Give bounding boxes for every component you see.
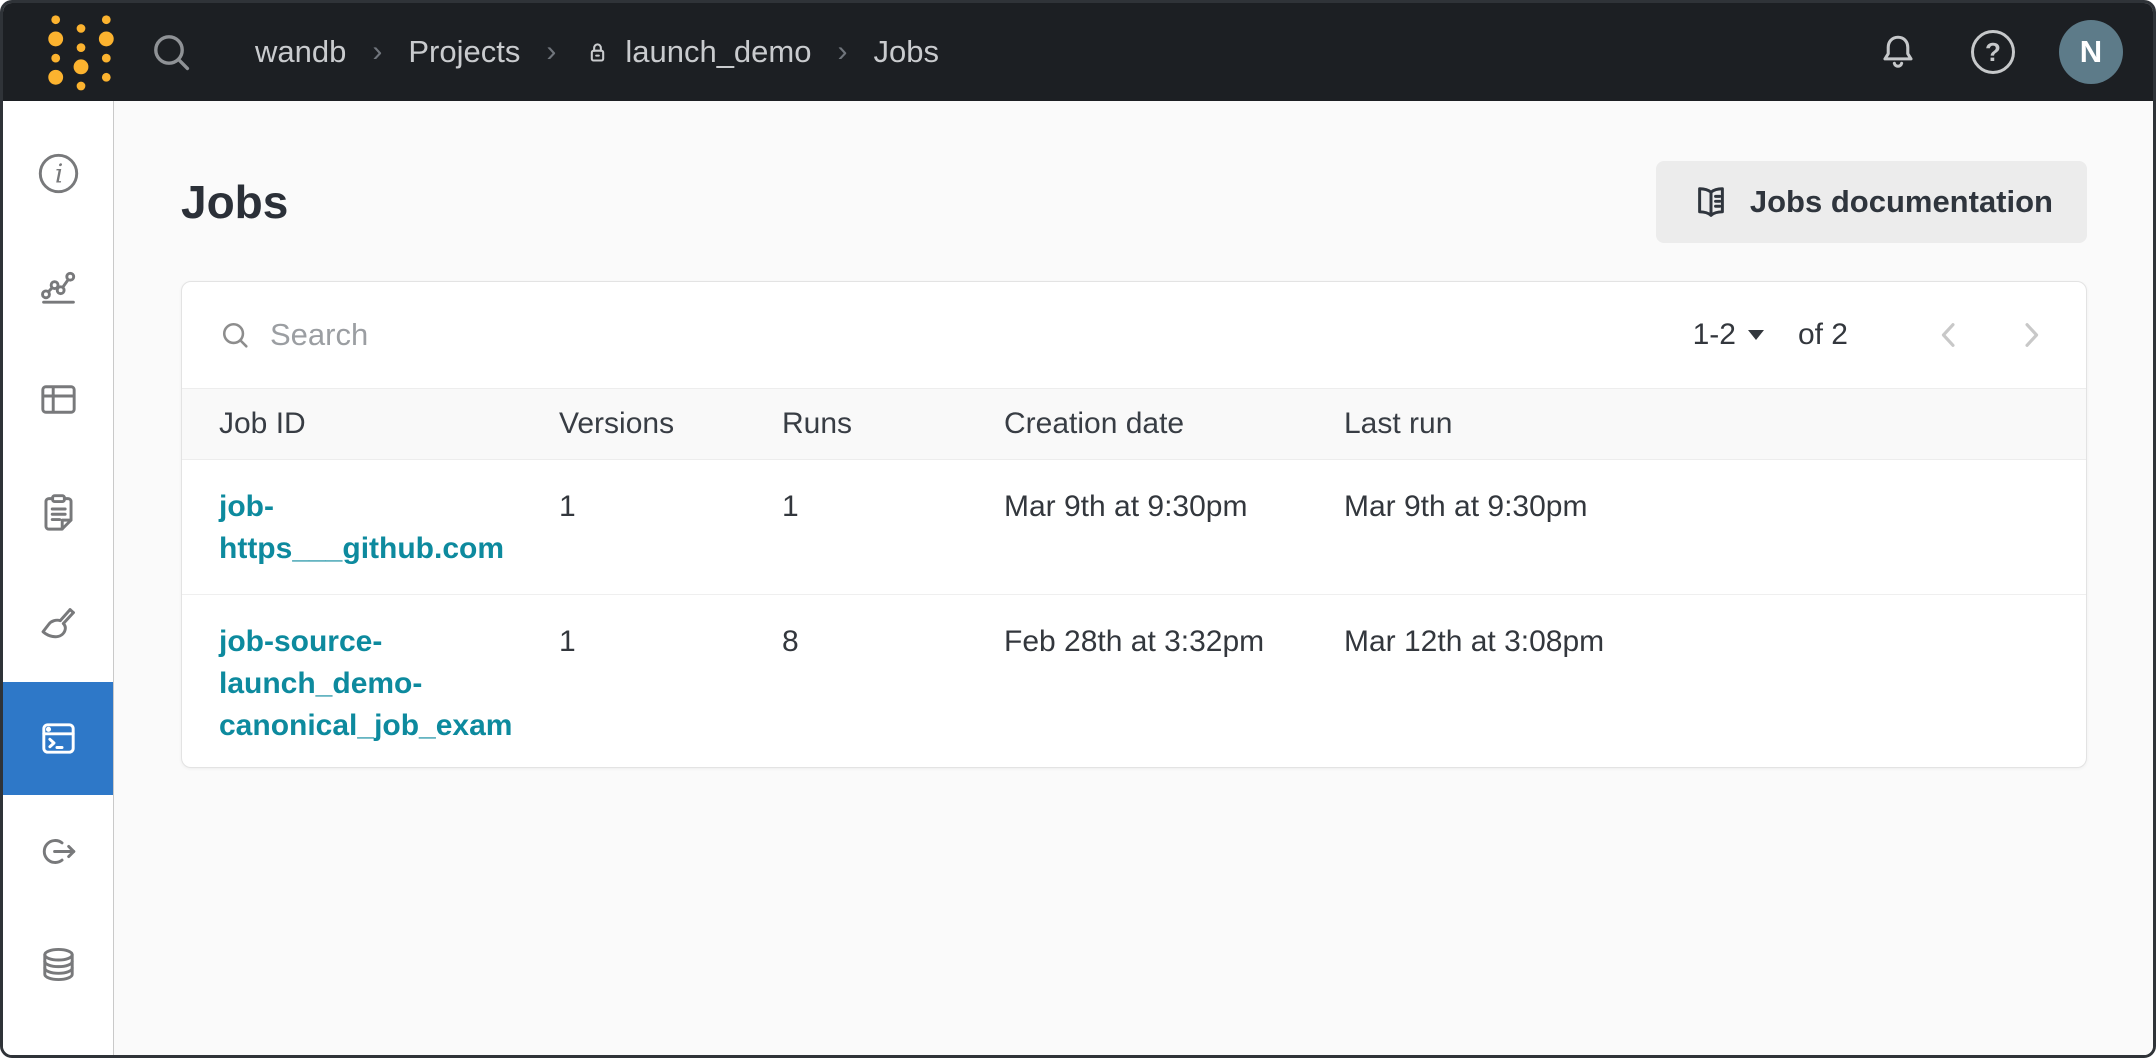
versions-cell: 1 [559, 490, 576, 523]
page-header: Jobs Jobs documentation [181, 161, 2087, 243]
column-header-runs[interactable]: Runs [782, 407, 853, 440]
sidebar-item-launch[interactable] [3, 795, 113, 908]
pagination-range-label: 1-2 [1692, 318, 1736, 351]
creation-date-cell: Feb 28th at 3:32pm [1004, 625, 1265, 658]
topbar-actions: ? N [1875, 20, 2123, 84]
caret-down-icon [1747, 330, 1764, 340]
clipboard-report-icon [43, 494, 73, 531]
breadcrumb-separator: › [546, 35, 557, 68]
help-glyph: ? [1985, 36, 2001, 67]
previous-page-button[interactable] [1930, 316, 1968, 354]
help-icon[interactable]: ? [1971, 30, 2015, 74]
breadcrumb-entity-label: wandb [255, 34, 347, 69]
breadcrumb-projects[interactable]: Projects [408, 34, 520, 70]
jobs-page: Jobs Jobs documentation [114, 101, 2153, 1055]
table-row: job-https___github.com 1 1 Mar 9th at 9:… [182, 460, 2086, 595]
pagination-range-dropdown[interactable]: 1-2 [1693, 318, 1764, 352]
search-box [218, 316, 1693, 354]
breadcrumb-separator: › [837, 35, 848, 68]
sidebar-item-sweeps[interactable] [3, 569, 113, 682]
global-search-icon[interactable] [147, 28, 195, 76]
runs-cell: 8 [782, 625, 799, 658]
book-icon [1697, 187, 1724, 217]
database-artifacts-icon [42, 947, 74, 982]
top-navigation-bar: wandb › Projects › launch_demo › Jobs [3, 3, 2153, 101]
jobs-table-card: 1-2 of 2 [181, 281, 2087, 768]
chevron-left-icon [1941, 323, 1955, 347]
pagination-controls [1930, 316, 2050, 354]
jobs-documentation-button[interactable]: Jobs documentation [1655, 161, 2087, 243]
column-header-job-id[interactable]: Job ID [219, 407, 306, 440]
broom-sweep-icon [41, 608, 75, 639]
chevron-right-icon [2025, 323, 2039, 347]
avatar-initial: N [2079, 34, 2103, 69]
table-panel-icon [40, 385, 76, 414]
column-header-versions[interactable]: Versions [559, 407, 675, 440]
line-chart-icon [40, 271, 75, 304]
lock-icon [591, 42, 605, 62]
job-id-link[interactable]: job-https___github.com [219, 490, 505, 565]
terminal-jobs-icon [41, 723, 75, 754]
pagination-total-label: of 2 [1797, 318, 1848, 351]
wandb-logo-icon[interactable] [37, 11, 125, 93]
breadcrumb-jobs[interactable]: Jobs [873, 34, 938, 70]
svg-text:i: i [54, 159, 62, 190]
pagination: 1-2 of 2 [1693, 316, 2050, 354]
breadcrumb-projects-label: Projects [408, 34, 521, 69]
page-title: Jobs [181, 176, 289, 228]
breadcrumb-project[interactable]: launch_demo [582, 34, 811, 70]
jobs-documentation-label: Jobs documentation [1749, 184, 2053, 219]
notifications-bell-icon[interactable] [1875, 29, 1921, 75]
sidebar-item-reports[interactable] [3, 456, 113, 569]
job-id-link[interactable]: job-source-launch_demo-canonical_job_exa… [219, 625, 513, 742]
launch-arrow-icon [42, 839, 75, 864]
sidebar-item-artifacts[interactable] [3, 908, 113, 1021]
project-sidebar: i [3, 101, 114, 1055]
versions-cell: 1 [559, 625, 576, 658]
next-page-button[interactable] [2012, 316, 2050, 354]
last-run-cell: Mar 9th at 9:30pm [1344, 490, 1588, 523]
sidebar-item-overview[interactable]: i [3, 117, 113, 230]
avatar[interactable]: N [2059, 20, 2123, 84]
sidebar-item-workspace[interactable] [3, 230, 113, 343]
column-header-last-run[interactable]: Last run [1344, 407, 1453, 440]
sidebar-item-runs-table[interactable] [3, 343, 113, 456]
breadcrumb-project-label: launch_demo [625, 34, 812, 69]
breadcrumb-separator: › [372, 35, 383, 68]
table-header-row: Job ID Versions Runs Creation date Last … [182, 388, 2086, 460]
search-input[interactable] [268, 316, 968, 354]
column-header-creation-date[interactable]: Creation date [1004, 407, 1185, 440]
last-run-cell: Mar 12th at 3:08pm [1344, 625, 1605, 658]
creation-date-cell: Mar 9th at 9:30pm [1004, 490, 1248, 523]
runs-cell: 1 [782, 490, 799, 523]
table-row: job-source-launch_demo-canonical_job_exa… [182, 595, 2086, 767]
breadcrumb-entity[interactable]: wandb [255, 34, 346, 70]
breadcrumb-jobs-label: Jobs [873, 34, 939, 69]
table-toolbar: 1-2 of 2 [182, 282, 2086, 388]
search-icon [222, 322, 248, 348]
sidebar-item-jobs[interactable] [3, 682, 113, 795]
breadcrumb: wandb › Projects › launch_demo › Jobs [255, 34, 939, 70]
info-circle-icon: i [38, 153, 78, 194]
